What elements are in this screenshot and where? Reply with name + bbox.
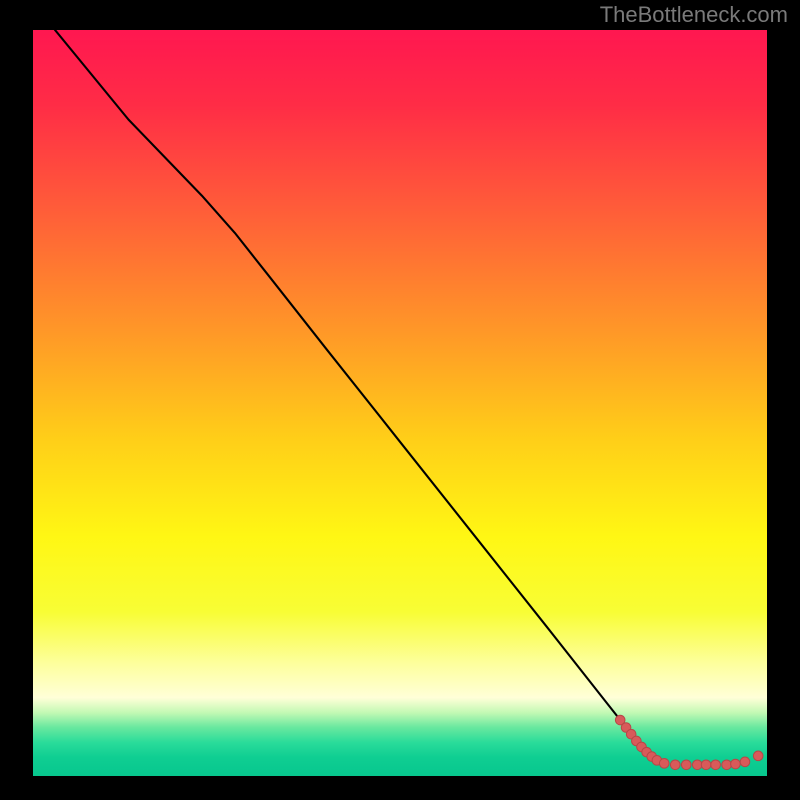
data-point [753, 751, 763, 761]
data-point [670, 760, 680, 770]
data-point [722, 760, 732, 770]
watermark-text: TheBottleneck.com [600, 2, 788, 28]
bottleneck-chart [33, 30, 767, 776]
data-point [692, 760, 702, 770]
data-point [711, 760, 721, 770]
chart-background [33, 30, 767, 776]
data-point [740, 757, 750, 767]
data-point [659, 759, 669, 769]
data-point [701, 760, 711, 770]
data-point [681, 760, 691, 770]
data-point [731, 759, 741, 769]
